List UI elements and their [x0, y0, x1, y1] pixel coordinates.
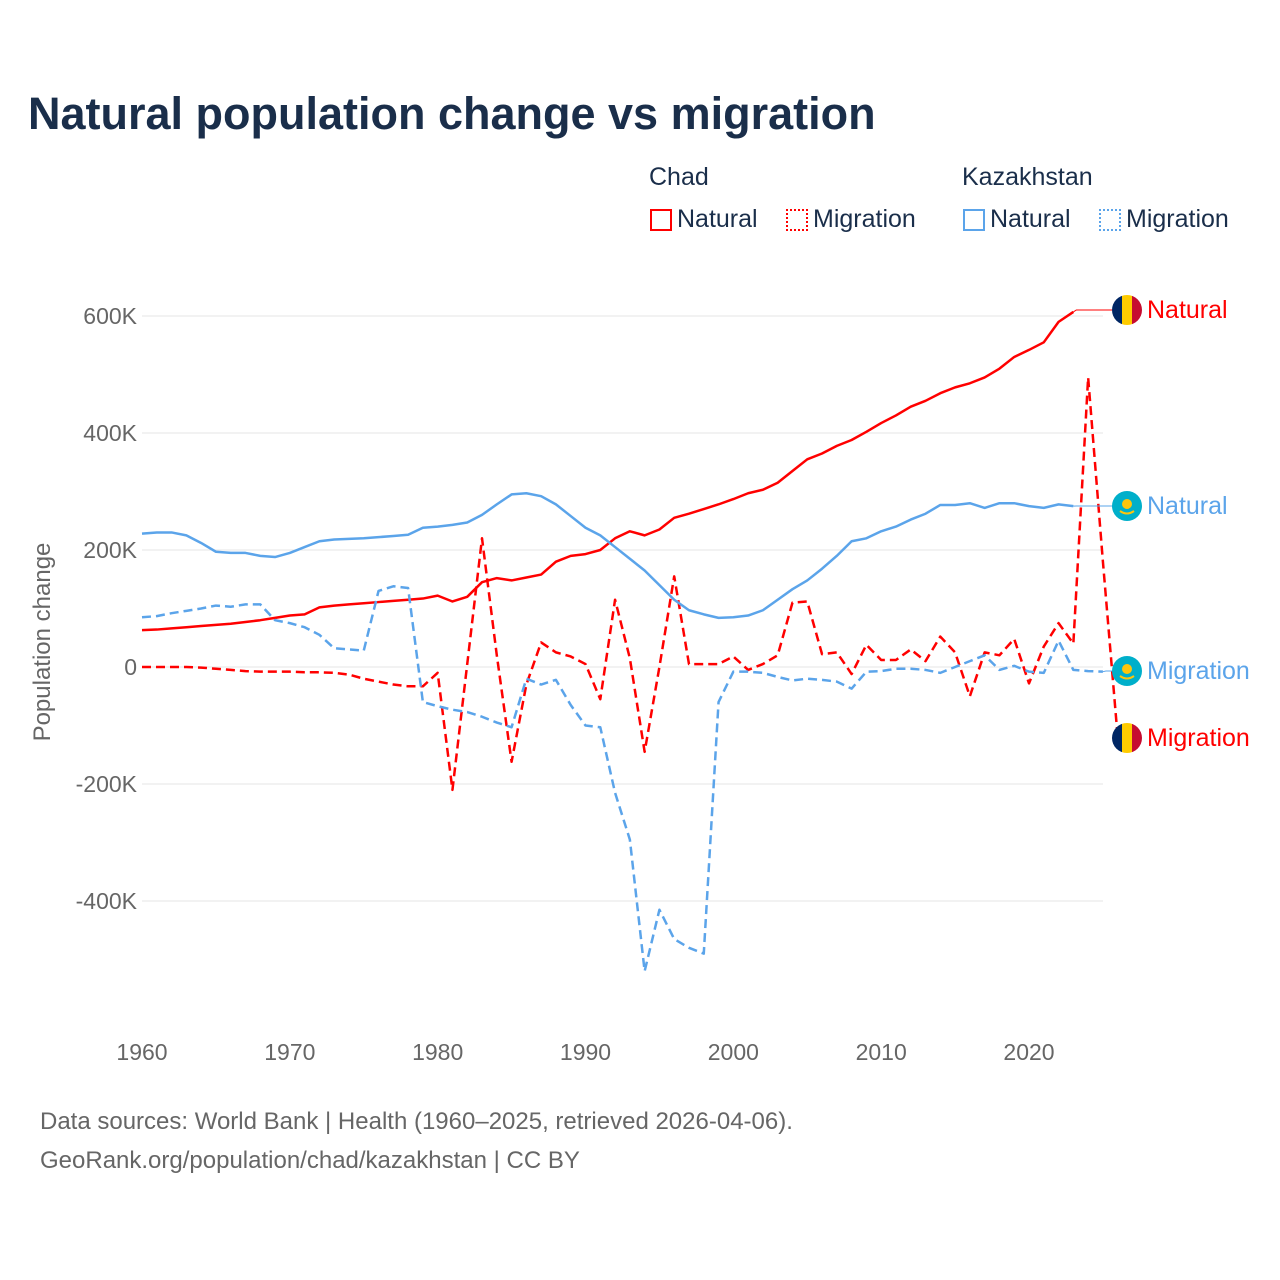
y-tick-label: 600K [83, 303, 137, 329]
legend-swatch-dotted [1099, 208, 1121, 231]
legend-chad-natural[interactable]: Natural [650, 205, 758, 234]
legend-swatch-solid [650, 208, 672, 231]
legend-swatch-dotted [786, 208, 808, 231]
legend-label: Natural [677, 205, 758, 233]
legend-swatch-solid [963, 208, 985, 231]
legend-group-chad: Chad [649, 163, 709, 191]
x-tick-label: 1990 [560, 1039, 611, 1065]
legend-kazakhstan-migration[interactable]: Migration [1099, 205, 1229, 234]
end-connector [1102, 670, 1112, 673]
series-line-kazakhstan-migration [141, 585, 1103, 973]
x-tick-label: 1980 [412, 1039, 463, 1065]
legend-chad-migration[interactable]: Migration [786, 205, 916, 234]
series-line-kazakhstan-natural [141, 492, 1074, 620]
kazakhstan-flag-icon [1112, 491, 1142, 521]
chad-flag-icon [1112, 295, 1142, 325]
series-line-chad-migration [142, 376, 1119, 792]
y-tick-label: 200K [83, 537, 137, 563]
kazakhstan-flag-icon [1112, 656, 1142, 686]
x-tick-label: 2000 [708, 1039, 759, 1065]
series-end-label: Migration [1147, 657, 1250, 685]
x-tick-label: 1970 [264, 1039, 315, 1065]
chad-flag-icon [1112, 723, 1142, 753]
series-line-chad-natural [141, 310, 1075, 632]
y-tick-label: -400K [76, 888, 138, 914]
x-tick-label: 1960 [116, 1039, 167, 1065]
y-tick-label: -200K [76, 771, 138, 797]
legend-group-kazakhstan: Kazakhstan [962, 163, 1093, 191]
legend-label: Migration [1126, 205, 1229, 233]
series-end-label: Natural [1147, 492, 1228, 520]
chart-title: Natural population change vs migration [28, 88, 876, 139]
legend-label: Migration [813, 205, 916, 233]
source-line-2[interactable]: GeoRank.org/population/chad/kazakhstan |… [40, 1147, 580, 1174]
source-line-1: Data sources: World Bank | Health (1960–… [40, 1108, 793, 1135]
y-tick-label: 400K [83, 420, 137, 446]
end-connector [1073, 309, 1112, 313]
series-end-label: Migration [1147, 724, 1250, 752]
x-tick-label: 2020 [1003, 1039, 1054, 1065]
y-tick-label: 0 [124, 654, 137, 680]
legend-label: Natural [990, 205, 1071, 233]
y-axis-label: Population change [29, 543, 56, 742]
x-tick-label: 2010 [856, 1039, 907, 1065]
series-end-label: Natural [1147, 296, 1228, 324]
legend-kazakhstan-natural[interactable]: Natural [963, 205, 1071, 234]
